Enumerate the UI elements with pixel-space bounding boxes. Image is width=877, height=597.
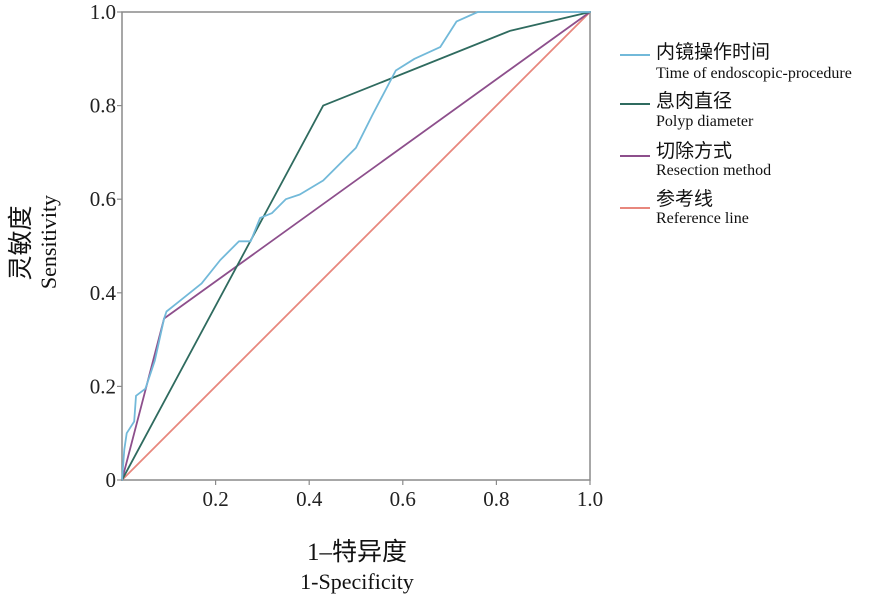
x-tick-label: 1.0 [577, 487, 603, 511]
axis-ticks: 0.2 0.4 0.6 0.8 1.0 0 0.2 0.4 0.6 0.8 1.0 [90, 0, 603, 511]
legend: 内镜操作时间 Time of endoscopic-procedure 息肉直径… [620, 41, 852, 227]
legend-label-en: Reference line [656, 210, 749, 227]
y-tick-label: 1.0 [90, 0, 116, 24]
legend-item: 切除方式 Resection method [620, 140, 771, 179]
legend-item: 息肉直径 Polyp diameter [620, 90, 754, 130]
series-line-polyp-diameter [121, 11, 591, 481]
series-line-reference-line [121, 11, 591, 481]
legend-item: 内镜操作时间 Time of endoscopic-procedure [620, 41, 852, 82]
y-tick-label: 0.4 [90, 281, 117, 305]
legend-label-zh: 内镜操作时间 [656, 41, 770, 63]
x-axis-title-en: 1-Specificity [300, 569, 414, 594]
legend-label-en: Time of endoscopic-procedure [656, 65, 852, 82]
legend-label-zh: 参考线 [656, 188, 713, 210]
plot-frame [121, 11, 591, 481]
y-axis-title-en: Sensitivity [36, 195, 61, 289]
legend-label-en: Resection method [656, 162, 771, 179]
x-tick-label: 0.2 [202, 487, 228, 511]
x-tick-label: 0.6 [390, 487, 416, 511]
series-layer [121, 11, 591, 481]
x-tick-label: 0.4 [296, 487, 323, 511]
x-axis-title-zh: 1–特异度 [307, 538, 407, 566]
y-tick-label: 0.2 [90, 374, 116, 398]
legend-label-en: Polyp diameter [656, 113, 754, 130]
legend-item: 参考线 Reference line [620, 188, 749, 227]
y-axis-title-zh: 灵敏度 [7, 205, 35, 280]
legend-label-zh: 息肉直径 [656, 90, 732, 112]
x-tick-label: 0.8 [483, 487, 509, 511]
y-tick-label: 0.6 [90, 187, 116, 211]
legend-label-zh: 切除方式 [656, 140, 732, 162]
series-line-time-of-endoscopic-procedure [121, 11, 591, 481]
y-tick-label: 0.8 [90, 94, 116, 118]
y-tick-label: 0 [106, 468, 117, 492]
